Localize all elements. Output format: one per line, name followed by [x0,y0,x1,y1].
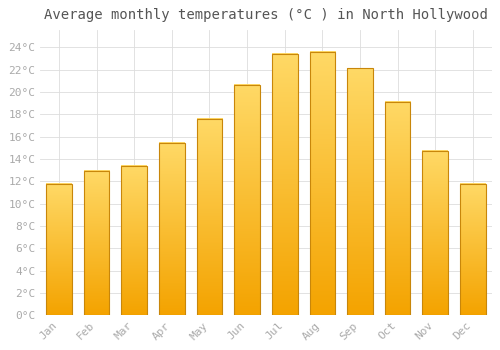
Bar [159,143,184,315]
Bar [196,119,222,315]
Bar [422,151,448,315]
Bar [272,54,297,315]
Bar [460,183,485,315]
Bar [122,166,147,315]
Bar [234,85,260,315]
Title: Average monthly temperatures (°C ) in North Hollywood: Average monthly temperatures (°C ) in No… [44,8,488,22]
Bar [385,102,410,315]
Bar [347,69,373,315]
Bar [84,171,110,315]
Bar [46,183,72,315]
Bar [310,52,335,315]
